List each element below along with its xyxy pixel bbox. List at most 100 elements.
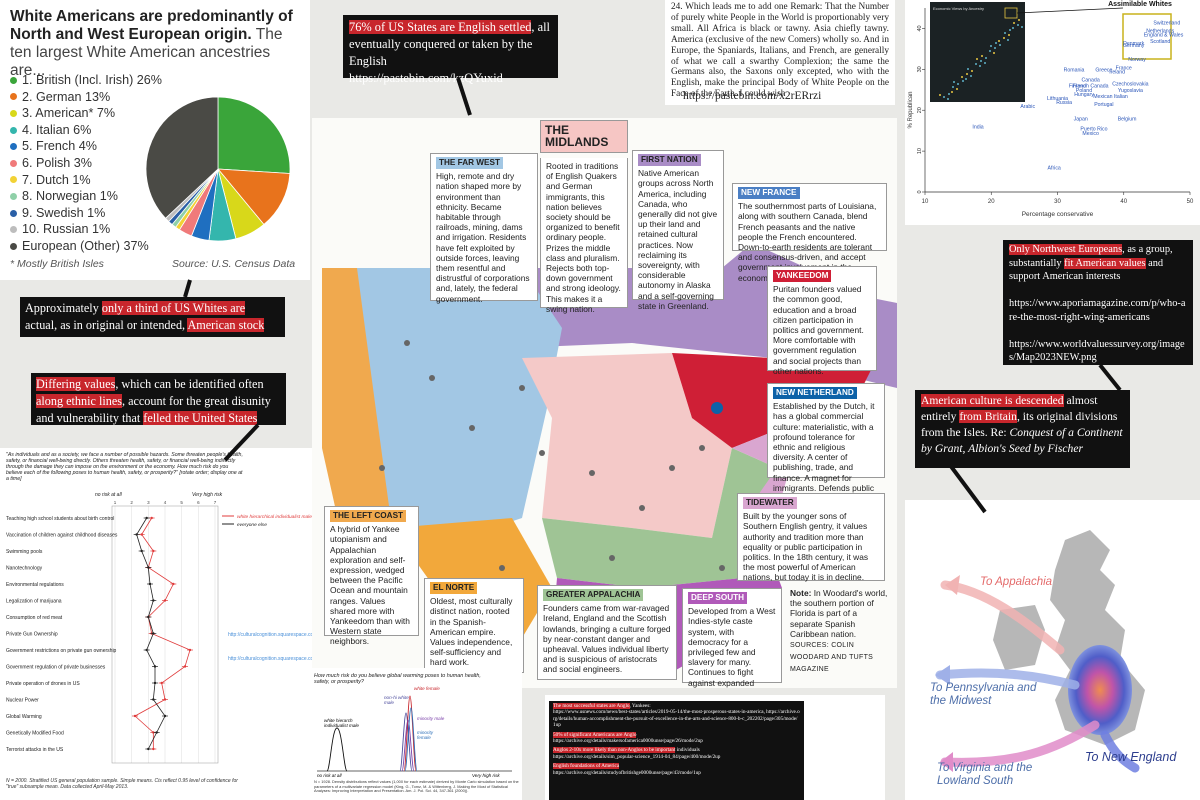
inset-point <box>1018 19 1020 21</box>
pie-legend-item: 4. Italian 6% <box>10 122 180 139</box>
arrow-to-appalachia <box>940 580 1065 655</box>
new-france-note: NEW FRANCE The southernmost parts of Loui… <box>732 183 887 283</box>
y-tick-label: 40 <box>917 25 923 31</box>
pie-legend-item: 7. Dutch 1% <box>10 172 180 189</box>
scatter-point-label: Canada <box>1082 78 1100 84</box>
inset-point <box>939 94 941 96</box>
risk-point <box>152 731 155 734</box>
link-url[interactable]: https://archive.org/details/studyofbriti… <box>553 769 701 776</box>
link-heading-suffix: , Yankees: <box>629 703 651 709</box>
risk-point <box>152 632 155 635</box>
risk-point <box>140 533 143 536</box>
deep-south-note: DEEP SOUTH Developed from a West Indies-s… <box>682 588 782 688</box>
risk-link-2[interactable]: http://culturalcognition.squarespace.com… <box>228 656 312 662</box>
scatter-point-label: Ireland <box>1109 69 1125 75</box>
inset-point <box>953 81 955 83</box>
northwest-europeans-caption: Only Northwest Europeans, as a group, su… <box>1003 240 1193 365</box>
arrow-to-new-england <box>1100 730 1140 773</box>
connector-line-3 <box>1098 363 1122 392</box>
arrow-to-virginia-head <box>940 752 953 772</box>
risk-item-label: Nuclear Power <box>6 698 39 704</box>
inset-point <box>990 45 992 47</box>
link-url[interactable]: https://archive.org/details/makersofamer… <box>553 738 703 745</box>
midlands-description: Rooted in traditions of English Quakers … <box>540 158 628 314</box>
inset-point <box>1008 34 1010 36</box>
midlands-region <box>522 353 732 538</box>
anglo-links-list: The most successful states are Anglo, Ya… <box>549 701 804 800</box>
inset-point <box>980 60 982 62</box>
scatter-point-label: Netherlands <box>1146 29 1174 35</box>
scatter-point-label: India <box>972 125 983 131</box>
risk-point <box>145 516 148 520</box>
ireland-landmass <box>993 605 1045 670</box>
x-tick-label: 20 <box>988 199 995 205</box>
legend-swatch <box>10 76 17 84</box>
greater-appalachia-note: GREATER APPALACHIA Founders came from war… <box>537 585 677 680</box>
inset-point <box>971 70 973 72</box>
inset-point <box>961 76 963 78</box>
link-url[interactable]: https://archive.org/details/sim_popular-… <box>553 753 721 760</box>
scatter-point-label: Mexico <box>1082 131 1099 137</box>
link-url[interactable]: https://www.usnews.com/news/best-states/… <box>553 709 800 729</box>
risk-item-label: Environmental regulations <box>6 582 64 588</box>
risk-point <box>152 698 155 701</box>
ancestry-scatter-chart: 10 20 30 40 50 0 10 20 30 40 Percentage conservati… <box>908 1 1194 218</box>
risk-point <box>155 731 158 734</box>
british-migration-panel: To Appalachia To Pennsylvania and the Mi… <box>905 500 1200 800</box>
risk-series-2: everyone else <box>237 522 267 528</box>
risk-right-scale: Very high risk <box>192 492 223 498</box>
far-west-region <box>352 268 562 548</box>
pie-slice <box>217 168 291 226</box>
risk-footnote: N = 2000. Stratified US general populati… <box>6 778 238 790</box>
inset-point <box>1003 37 1005 39</box>
inset-point <box>970 75 972 77</box>
inset-point <box>1017 24 1019 26</box>
inset-point <box>948 93 950 95</box>
arrow-to-virginia <box>940 720 1100 767</box>
label-to-appalachia: To Appalachia <box>980 576 1053 588</box>
scatter-point-label: Germany <box>1123 43 1145 49</box>
anglo-link-item: Anglos 2-10x more likely than non-Anglos… <box>553 747 800 760</box>
inset-point <box>984 62 986 64</box>
y-tick-label: 30 <box>917 66 923 72</box>
risk-point <box>135 533 138 536</box>
american-nations-map-panel: THE MIDLANDS Rooted in traditions of Eng… <box>312 118 897 688</box>
risk-item-label: Legalization of marijuana <box>6 599 62 605</box>
inset-point <box>979 65 981 67</box>
label-to-new-england: To New England <box>1085 750 1177 764</box>
inset-point <box>956 88 958 90</box>
pie-legend-item: 9. Swedish 1% <box>10 205 180 222</box>
risk-item-label: Terrorist attacks in the US <box>6 747 64 753</box>
left-coast-region <box>322 268 392 538</box>
anglo-link-item: English foundations of America https://ar… <box>553 763 800 776</box>
risk-item-label: Vaccination of children against childhoo… <box>6 533 118 539</box>
link-heading-suffix: individuals <box>675 747 700 754</box>
density-label-5: minority female <box>417 730 434 741</box>
risk-left-scale: no risk at all <box>95 492 123 498</box>
legend-label: 3. American* 7% <box>22 106 116 121</box>
legend-label: 2. German 13% <box>22 89 111 104</box>
density-right: Very high risk <box>472 773 500 778</box>
global-warming-density-panel: How much risk do you believe global warm… <box>312 668 522 800</box>
svg-text:3: 3 <box>147 500 150 505</box>
new-netherland-note: NEW NETHERLAND Established by the Dutch, … <box>767 383 885 503</box>
svg-text:5: 5 <box>180 500 183 505</box>
pie-source: Source: U.S. Census Data <box>172 258 296 270</box>
risk-link-1[interactable]: http://culturalcognition.squarespace.com… <box>228 632 312 638</box>
inset-point <box>985 57 987 59</box>
risk-item-label: Global Warming <box>6 714 42 720</box>
inset-point <box>1009 29 1011 31</box>
differing-values-caption: Differing values, which can be identifie… <box>31 373 286 425</box>
pie-legend-item: 6. Polish 3% <box>10 155 180 172</box>
greater-appalachia-region <box>542 448 777 588</box>
british-culture-caption: American culture is descended almost ent… <box>915 390 1130 468</box>
scatter-point-label: Scotland <box>1150 39 1170 45</box>
density-footnote: N = 1928. Density distributions reflect … <box>314 779 519 794</box>
risk-point <box>140 549 143 553</box>
risk-point <box>152 747 155 751</box>
tidewater-note: TIDEWATER Built by the younger sons of So… <box>737 493 885 582</box>
risk-series-1: white hierarchical individualist male <box>237 514 312 520</box>
pie-legend-item: 2. German 13% <box>10 89 180 106</box>
scatter-point-label: Portugal <box>1094 102 1113 108</box>
legend-label: 6. Polish 3% <box>22 155 93 170</box>
